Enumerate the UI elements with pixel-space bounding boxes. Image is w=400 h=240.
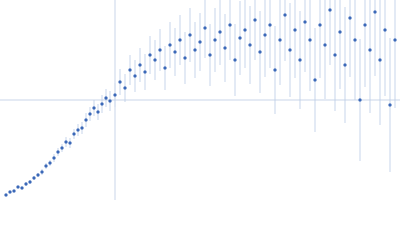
data-point (298, 58, 302, 62)
data-point (100, 102, 104, 106)
data-point (378, 58, 382, 62)
data-point (16, 185, 20, 189)
data-point (168, 43, 172, 47)
data-point (228, 23, 232, 27)
data-point (288, 48, 292, 52)
data-point (258, 50, 262, 54)
data-point (32, 176, 36, 180)
data-point (353, 38, 357, 42)
data-point (188, 33, 192, 37)
data-point (303, 20, 307, 24)
data-point (52, 156, 56, 160)
data-point (44, 164, 48, 168)
data-point (80, 126, 84, 130)
data-point (118, 80, 122, 84)
data-point (163, 66, 167, 70)
data-point (36, 173, 40, 177)
data-point (363, 23, 367, 27)
data-point (248, 43, 252, 47)
data-point (278, 38, 282, 42)
data-point (388, 103, 392, 107)
data-point (358, 98, 362, 102)
data-point (104, 96, 108, 100)
data-point (8, 190, 12, 194)
data-point (308, 38, 312, 42)
data-point (393, 38, 397, 42)
data-point (24, 182, 28, 186)
data-point (243, 28, 247, 32)
data-point (48, 161, 52, 165)
data-point (113, 93, 117, 97)
data-point (108, 99, 112, 103)
data-point (273, 68, 277, 72)
data-point (56, 150, 60, 154)
data-point (233, 58, 237, 62)
data-point (218, 30, 222, 34)
chart (0, 0, 400, 200)
data-point (183, 56, 187, 60)
data-point (383, 28, 387, 32)
data-point (173, 50, 177, 54)
data-point (72, 132, 76, 136)
data-point (268, 23, 272, 27)
data-point (193, 48, 197, 52)
data-point (328, 8, 332, 12)
data-point (263, 33, 267, 37)
data-point (128, 68, 132, 72)
data-point (123, 86, 127, 90)
data-point (40, 170, 44, 174)
data-point (313, 78, 317, 82)
data-point (148, 53, 152, 57)
data-point (223, 46, 227, 50)
data-point (283, 13, 287, 17)
data-point (178, 38, 182, 42)
data-point (20, 186, 24, 190)
data-point (203, 26, 207, 30)
data-point (293, 28, 297, 32)
data-point (68, 141, 72, 145)
data-point (84, 118, 88, 122)
data-point (208, 53, 212, 57)
data-point (318, 23, 322, 27)
data-point (92, 106, 96, 110)
data-point (28, 180, 32, 184)
data-point (143, 70, 147, 74)
data-point (60, 146, 64, 150)
page: {"chart_data": { "type": "scatter", "xli… (0, 0, 400, 200)
data-point (138, 63, 142, 67)
data-point (213, 38, 217, 42)
data-point (333, 53, 337, 57)
data-point (88, 112, 92, 116)
data-point (343, 63, 347, 67)
data-point (373, 10, 377, 14)
data-point (338, 30, 342, 34)
data-point (368, 48, 372, 52)
data-point (253, 18, 257, 22)
data-point (348, 16, 352, 20)
data-point (323, 43, 327, 47)
data-point (153, 58, 157, 62)
plot-area (0, 0, 400, 200)
data-point (76, 128, 80, 132)
data-point (158, 48, 162, 52)
data-point (198, 40, 202, 44)
data-point (4, 193, 8, 197)
data-point (238, 36, 242, 40)
data-point (64, 140, 68, 144)
data-point (96, 110, 100, 114)
data-point (12, 189, 16, 193)
data-point (133, 74, 137, 78)
